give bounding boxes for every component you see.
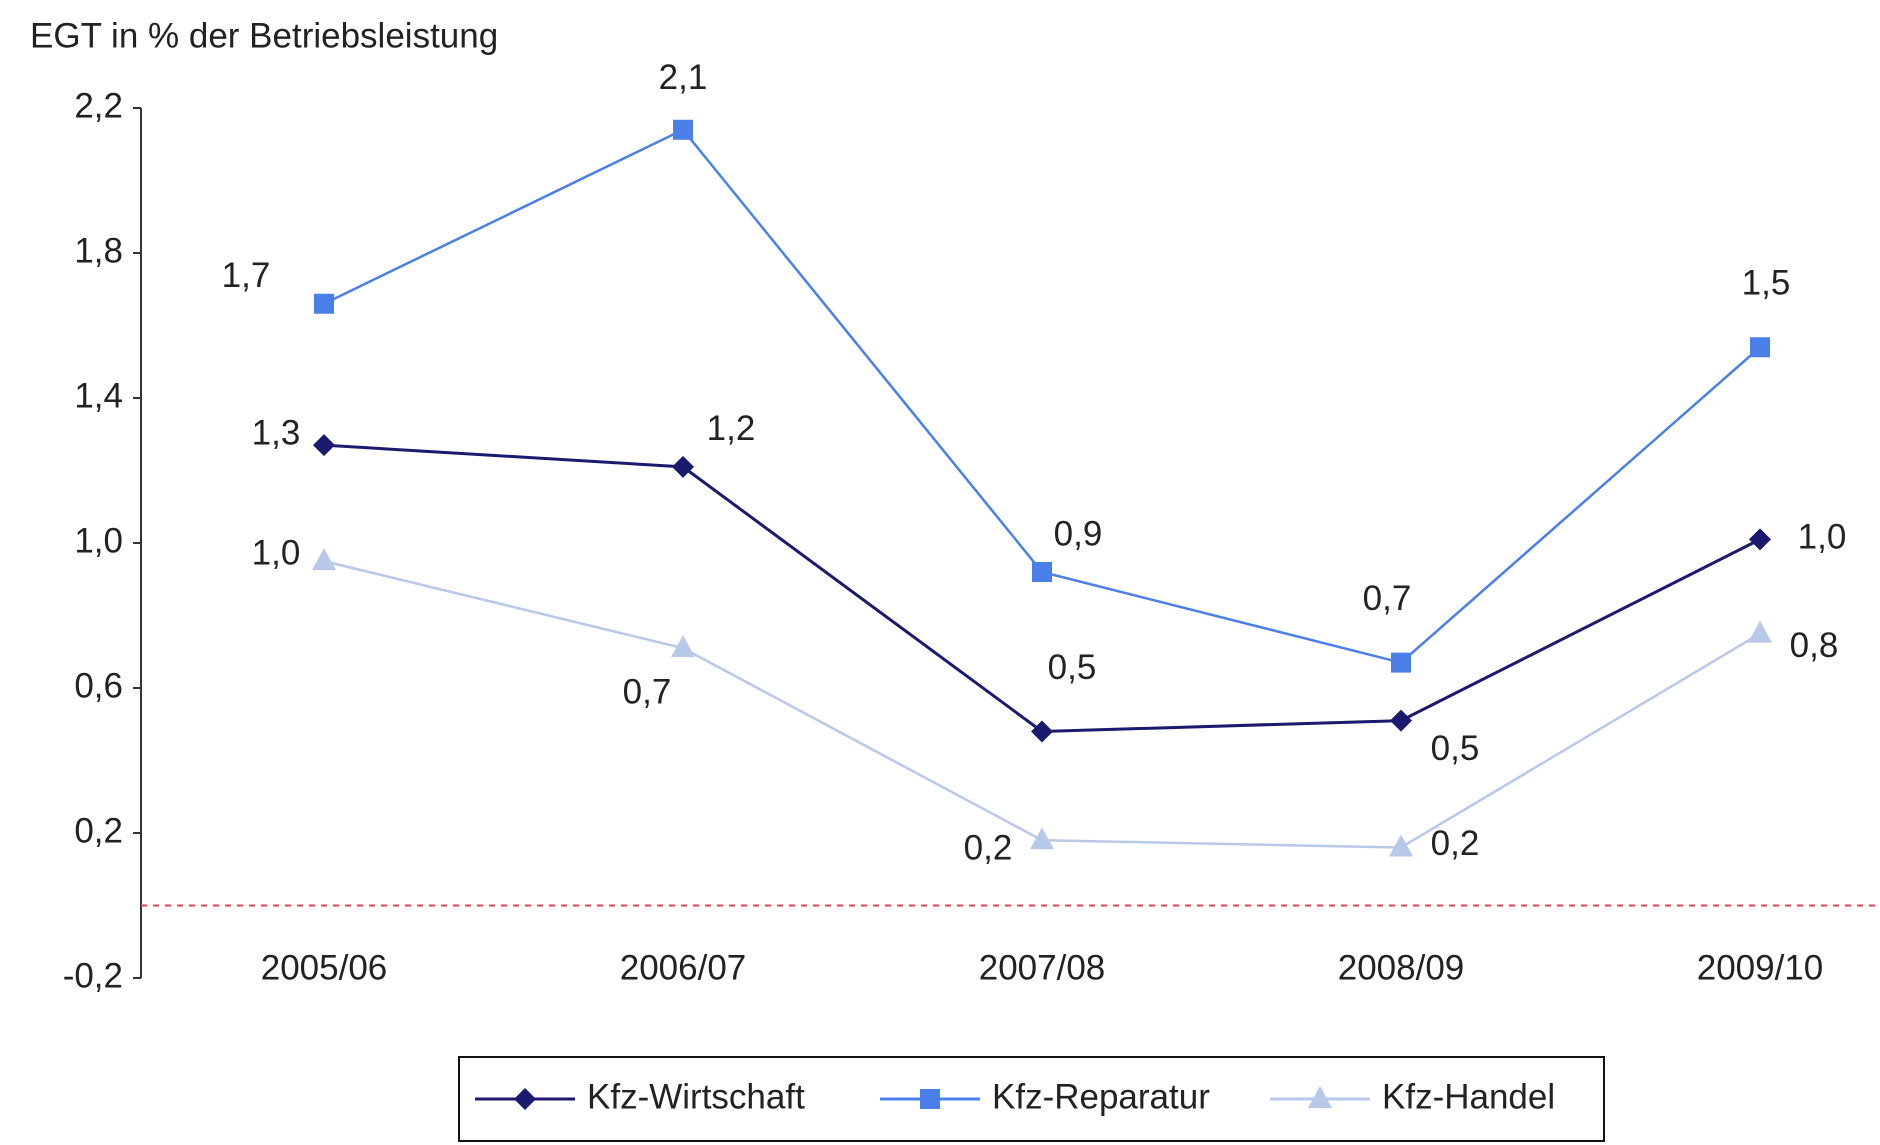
legend-marker <box>1308 1086 1332 1108</box>
y-tick-label: 2,2 <box>74 86 123 125</box>
series-line <box>323 559 1761 849</box>
legend: Kfz-Wirtschaft Kfz-Reparatur Kfz-Handel <box>458 1056 1605 1142</box>
marker <box>1032 562 1052 582</box>
data-label: 0,7 <box>623 672 672 711</box>
y-tick-label: 1,8 <box>74 231 123 270</box>
marker <box>1750 337 1770 358</box>
y-tick-label: -0,2 <box>63 956 123 995</box>
data-label: 0,2 <box>1431 824 1480 863</box>
data-label: 0,8 <box>1790 626 1839 665</box>
marker <box>1389 834 1413 857</box>
y-tick-label: 0,2 <box>74 811 123 850</box>
data-label: 1,0 <box>252 533 301 572</box>
marker <box>1390 709 1412 732</box>
y-tick-label: 1,0 <box>74 521 123 560</box>
x-tick-label: 2008/09 <box>1338 948 1465 987</box>
data-label: 1,2 <box>707 409 756 448</box>
marker <box>312 548 336 571</box>
x-tick-label: 2005/06 <box>261 948 388 987</box>
data-label: 1,0 <box>1798 518 1847 557</box>
series-line <box>323 128 1761 664</box>
marker <box>313 434 335 457</box>
marker <box>673 119 693 140</box>
data-label: 1,7 <box>222 256 271 295</box>
legend-label: Kfz-Reparatur <box>992 1077 1210 1116</box>
x-tick-label: 2009/10 <box>1697 948 1824 987</box>
marker <box>1031 720 1053 743</box>
data-label: 0,2 <box>964 829 1013 868</box>
legend-box <box>458 1056 1605 1142</box>
marker <box>1749 528 1771 551</box>
data-label: 0,9 <box>1054 514 1103 553</box>
legend-marker <box>514 1088 536 1110</box>
marker <box>1030 827 1054 850</box>
series-line <box>323 443 1761 734</box>
chart-title: EGT in % der Betriebsleistung <box>30 16 498 55</box>
marker <box>1391 652 1411 673</box>
data-label: 0,5 <box>1048 648 1097 687</box>
legend-marker <box>920 1089 940 1109</box>
marker <box>672 455 694 478</box>
data-label: 2,1 <box>659 58 708 97</box>
data-label: 1,5 <box>1742 264 1791 303</box>
data-label: 0,5 <box>1431 729 1480 768</box>
marker <box>314 293 334 314</box>
marker <box>1748 620 1772 643</box>
data-label: 0,7 <box>1363 579 1412 618</box>
marker <box>671 635 695 658</box>
x-tick-label: 2006/07 <box>620 948 747 987</box>
y-tick-label: 1,4 <box>74 376 123 415</box>
legend-label: Kfz-Wirtschaft <box>587 1077 805 1116</box>
legend-label: Kfz-Handel <box>1382 1077 1555 1116</box>
y-tick-label: 0,6 <box>74 666 123 705</box>
data-label: 1,3 <box>252 413 301 452</box>
x-tick-label: 2007/08 <box>979 948 1106 987</box>
